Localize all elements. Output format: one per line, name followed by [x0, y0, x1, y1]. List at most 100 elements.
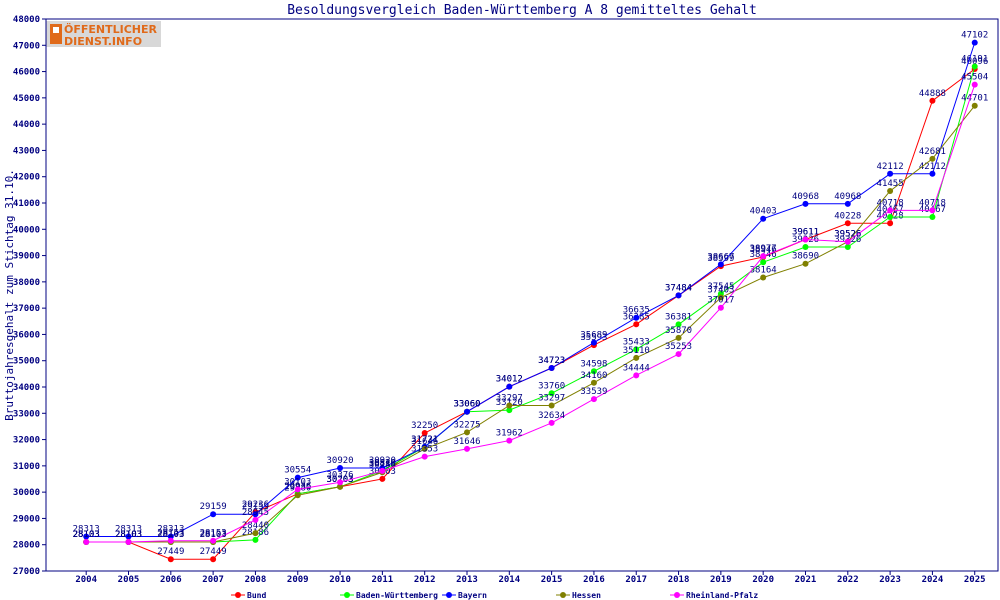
data-point — [548, 364, 555, 371]
x-tick-label: 2018 — [668, 575, 690, 585]
series-3: 2810328103281032810328440298803020330756… — [73, 94, 988, 546]
x-tick-label: 2025 — [964, 575, 986, 585]
data-label: 36381 — [665, 312, 692, 322]
data-point — [929, 155, 936, 162]
data-point — [337, 479, 344, 486]
logo: ÖFFENTLICHER DIENST.INFO — [46, 21, 161, 48]
data-point — [760, 274, 767, 281]
data-label: 34723 — [538, 356, 565, 366]
data-label: 31646 — [411, 437, 438, 447]
data-point — [590, 379, 597, 386]
data-label: 45504 — [961, 73, 988, 83]
data-point — [929, 97, 936, 104]
data-point — [971, 81, 978, 88]
data-point — [633, 354, 640, 361]
data-point — [633, 346, 640, 353]
data-label: 42112 — [877, 162, 904, 172]
data-label: 44701 — [961, 94, 988, 104]
y-tick-label: 28000 — [13, 541, 40, 551]
data-label: 35689 — [580, 331, 607, 341]
data-point — [548, 390, 555, 397]
data-label: 34012 — [496, 375, 523, 385]
series-layer: 2810328103274492744929236299363020330503… — [73, 31, 988, 563]
legend-label: Rheinland-Pfalz — [686, 590, 758, 600]
plot-frame — [45, 18, 999, 572]
y-tick-label: 37000 — [13, 304, 40, 314]
data-label: 33060 — [453, 400, 480, 410]
data-point — [590, 368, 597, 375]
y-tick-label: 48000 — [13, 15, 40, 25]
data-point — [167, 537, 174, 544]
x-tick-label: 2016 — [583, 575, 605, 585]
data-label: 36635 — [623, 306, 650, 316]
data-point — [167, 533, 174, 540]
data-point — [463, 445, 470, 452]
y-tick-label: 32000 — [13, 436, 40, 446]
data-label: 30920 — [327, 456, 354, 466]
data-label: 30920 — [369, 456, 396, 466]
data-point — [125, 539, 132, 546]
data-label: 28313 — [157, 524, 184, 534]
x-tick-label: 2015 — [541, 575, 563, 585]
x-tick-label: 2008 — [245, 575, 267, 585]
data-label: 37484 — [665, 283, 692, 293]
data-point — [252, 530, 259, 537]
data-label: 46191 — [961, 55, 988, 65]
data-label: 29159 — [242, 502, 269, 512]
data-point — [844, 238, 851, 245]
data-point — [675, 334, 682, 341]
data-point — [760, 215, 767, 222]
data-label: 42112 — [919, 162, 946, 172]
data-label: 31721 — [411, 435, 438, 445]
x-tick-label: 2019 — [710, 575, 732, 585]
data-point — [252, 511, 259, 518]
data-point — [929, 214, 936, 221]
data-label: 28440 — [242, 521, 269, 531]
data-label: 30103 — [284, 477, 311, 487]
data-point — [506, 407, 513, 414]
data-point — [844, 200, 851, 207]
x-axis: 2004 2005 2006 2007 2008 2009 2010 2011 2012 2013… — [75, 571, 986, 585]
data-point — [675, 351, 682, 358]
data-label: 41455 — [877, 179, 904, 189]
data-point — [379, 467, 386, 474]
x-tick-label: 2009 — [287, 575, 309, 585]
data-label: 27449 — [157, 547, 184, 557]
data-point — [929, 207, 936, 214]
x-tick-label: 2014 — [498, 575, 520, 585]
legend-label: Baden-Württemberg — [356, 591, 438, 600]
y-tick-label: 46000 — [13, 68, 40, 78]
data-label: 33539 — [580, 387, 607, 397]
data-label: 38164 — [750, 266, 777, 276]
x-tick-label: 2006 — [160, 575, 182, 585]
y-tick-label: 35000 — [13, 357, 40, 367]
data-label: 30820 — [369, 459, 396, 469]
data-label: 28153 — [200, 529, 227, 539]
data-label: 39526 — [834, 230, 861, 240]
data-label: 47102 — [961, 31, 988, 41]
data-label: 29236 — [242, 500, 269, 510]
data-label: 29159 — [200, 502, 227, 512]
data-point — [506, 402, 513, 409]
data-point — [252, 536, 259, 543]
data-point — [421, 430, 428, 436]
data-point — [83, 539, 90, 546]
data-point — [337, 464, 344, 471]
y-axis-label: Bruttojahresgehalt zum Stichtag 31.10. — [3, 169, 16, 421]
x-tick-label: 2024 — [922, 575, 944, 585]
data-label: 28103 — [157, 530, 184, 540]
data-point — [421, 445, 428, 452]
legend-item: Rheinland-Pfalz — [670, 590, 758, 600]
data-point — [887, 207, 894, 214]
data-label: 38599 — [707, 254, 734, 264]
data-label: 34012 — [496, 375, 523, 385]
legend-label: Bayern — [458, 591, 487, 600]
legend-marker-icon — [235, 592, 241, 598]
x-tick-label: 2020 — [752, 575, 774, 585]
data-point — [167, 556, 174, 563]
x-tick-label: 2012 — [414, 575, 436, 585]
data-label: 32275 — [453, 420, 480, 430]
data-point — [717, 261, 724, 268]
data-label: 34598 — [580, 359, 607, 369]
series-1: 2810328103281032810328186299363020330820… — [73, 55, 988, 546]
